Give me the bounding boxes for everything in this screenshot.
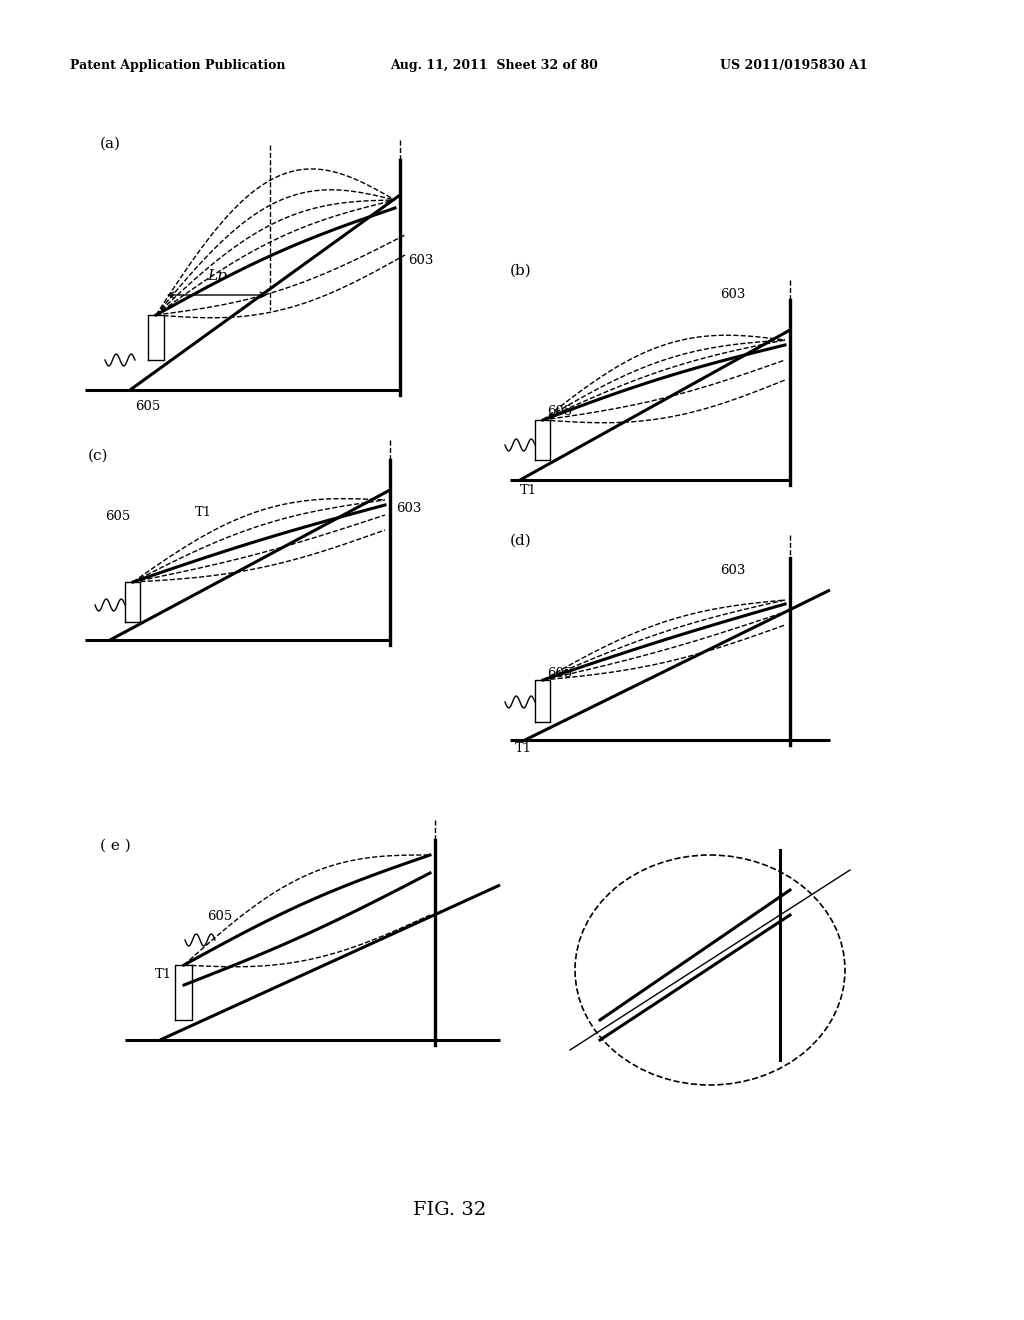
Text: 605: 605 (105, 510, 131, 523)
Text: US 2011/0195830 A1: US 2011/0195830 A1 (720, 58, 867, 71)
Text: 603: 603 (396, 502, 421, 515)
Polygon shape (175, 965, 193, 1020)
Polygon shape (535, 420, 550, 459)
Text: (a): (a) (100, 137, 121, 150)
Text: FIG. 32: FIG. 32 (414, 1201, 486, 1218)
Text: 603: 603 (408, 253, 433, 267)
Text: T1: T1 (195, 506, 212, 519)
Text: 603: 603 (720, 289, 745, 301)
Text: 605: 605 (135, 400, 161, 413)
Text: 605: 605 (548, 405, 572, 418)
Polygon shape (148, 315, 164, 360)
Text: (b): (b) (510, 264, 531, 279)
Text: T1: T1 (520, 483, 538, 496)
Text: Aug. 11, 2011  Sheet 32 of 80: Aug. 11, 2011 Sheet 32 of 80 (390, 58, 598, 71)
Text: (c): (c) (88, 449, 109, 463)
Text: ( e ): ( e ) (100, 840, 131, 853)
Text: T1: T1 (155, 969, 172, 982)
Text: (d): (d) (510, 535, 531, 548)
Polygon shape (125, 582, 140, 622)
Text: 605: 605 (548, 667, 572, 680)
Text: T1: T1 (515, 742, 532, 755)
Text: 605: 605 (208, 909, 232, 923)
Text: Patent Application Publication: Patent Application Publication (70, 58, 286, 71)
Text: 603: 603 (720, 564, 745, 577)
Text: Lp: Lp (207, 269, 227, 282)
Polygon shape (535, 680, 550, 722)
